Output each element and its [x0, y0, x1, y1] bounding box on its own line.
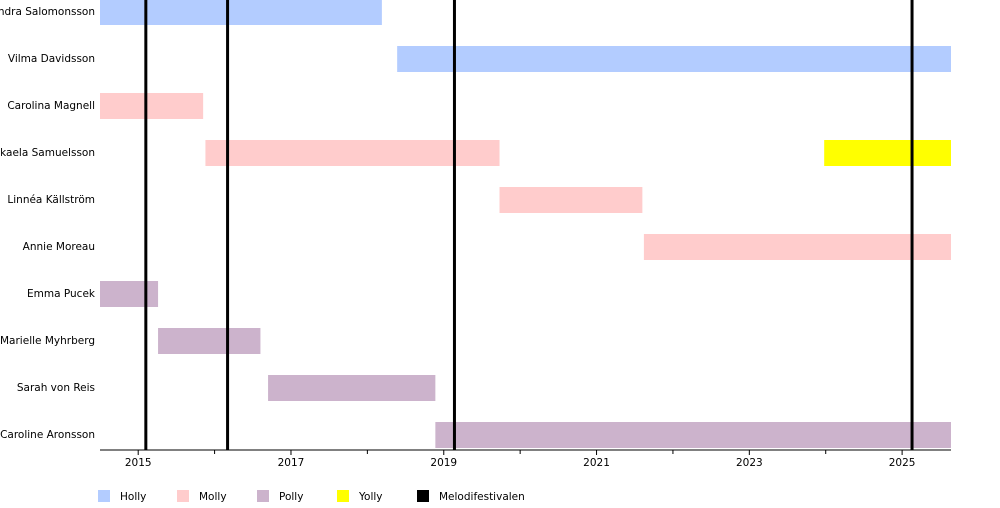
x-tick-label: 2019 [430, 457, 457, 469]
x-tick-label: 2015 [125, 457, 152, 469]
row-label: Mikaela Samuelsson [0, 147, 95, 159]
member-bar [158, 328, 261, 354]
row-label: Caroline Aronsson [0, 429, 95, 441]
row-label: Vilma Davidsson [8, 53, 95, 65]
member-bar [435, 422, 951, 448]
legend-label: Polly [279, 491, 303, 503]
legend-label: Yolly [358, 491, 383, 503]
legend-swatch [337, 490, 349, 502]
legend-swatch [417, 490, 429, 502]
member-bar [205, 140, 500, 166]
member-bar [397, 46, 951, 72]
legend-label: Holly [120, 491, 146, 503]
row-label: Carolina Magnell [7, 100, 95, 112]
x-tick-label: 2025 [889, 457, 916, 469]
row-label: Emma Pucek [27, 288, 96, 300]
legend-label: Melodifestivalen [439, 491, 525, 503]
legend-swatch [98, 490, 110, 502]
row-label: Sarah von Reis [17, 382, 95, 394]
legend-swatch [257, 490, 269, 502]
member-bar [100, 281, 159, 307]
member-bar [100, 93, 204, 119]
x-tick-label: 2023 [736, 457, 763, 469]
member-bar [643, 234, 951, 260]
member-bar [499, 187, 643, 213]
row-label: Linnéa Källström [7, 194, 95, 206]
member-bar [100, 0, 382, 25]
x-tick-label: 2021 [583, 457, 610, 469]
member-bar [268, 375, 436, 401]
legend-swatch [177, 490, 189, 502]
legend-label: Molly [199, 491, 227, 503]
member-bar [824, 140, 951, 166]
row-label: Marielle Myhrberg [0, 335, 95, 347]
x-tick-label: 2017 [278, 457, 305, 469]
row-label: Alexandra Salomonsson [0, 6, 95, 18]
row-label: Annie Moreau [23, 241, 95, 253]
